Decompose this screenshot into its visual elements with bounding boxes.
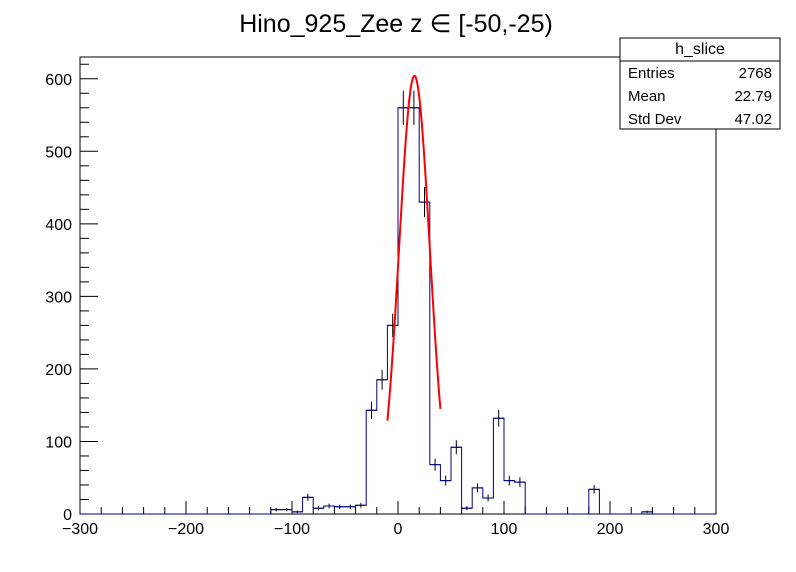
- x-tick-labels: −300 −200 −100 0 100 200 300: [62, 521, 729, 538]
- chart-title: Hino_925_Zee z ∈ [-50,-25): [239, 10, 553, 38]
- y-tick-label: 200: [45, 362, 72, 379]
- y-tick-labels: 0 100 200 300 400 500 600: [45, 72, 72, 524]
- y-tick-label: 400: [45, 217, 72, 234]
- fit-series: [386, 74, 442, 421]
- stats-value-mean: 22.79: [734, 88, 772, 105]
- y-tick-label: 500: [45, 144, 72, 161]
- x-tick-label: 100: [491, 521, 518, 538]
- histogram-outline: [80, 107, 716, 515]
- stats-box-frame: [619, 37, 781, 130]
- stats-value-entries: 2768: [739, 65, 772, 82]
- stats-label-mean: Mean: [628, 88, 666, 105]
- x-tick-label: 0: [394, 521, 403, 538]
- y-tick-label: 100: [45, 434, 72, 451]
- histogram-series: [80, 90, 716, 515]
- y-tick-label: 0: [63, 507, 72, 524]
- y-tick-label: 600: [45, 72, 72, 89]
- stats-label-entries: Entries: [628, 65, 675, 82]
- stats-label-stddev: Std Dev: [628, 111, 682, 128]
- x-tick-label: 200: [597, 521, 624, 538]
- x-tick-label: 300: [703, 521, 730, 538]
- gaussian-fit-curve: [386, 74, 442, 421]
- x-tick-label: −300: [62, 521, 98, 538]
- stats-value-stddev: 47.02: [734, 111, 772, 128]
- x-tick-label: −100: [274, 521, 310, 538]
- x-tick-label: −200: [168, 521, 204, 538]
- stats-box-title: h_slice: [675, 41, 725, 58]
- stats-box: h_slice Entries 2768 Mean 22.79 Std Dev …: [619, 37, 781, 130]
- y-tick-label: 300: [45, 289, 72, 306]
